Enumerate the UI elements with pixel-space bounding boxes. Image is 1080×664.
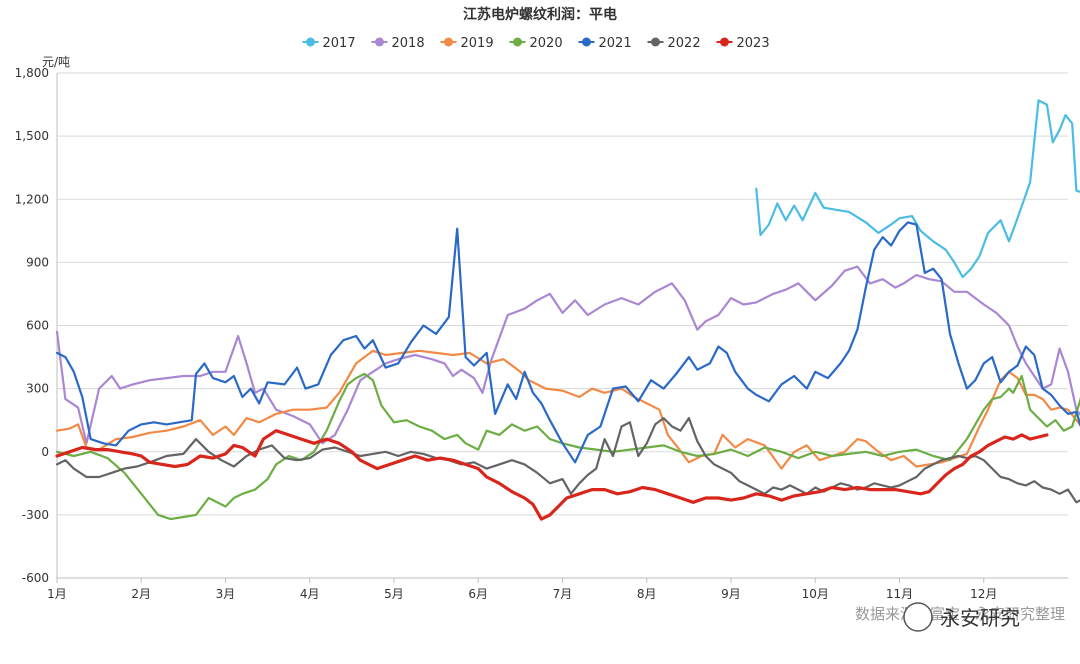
legend-marker [306, 37, 315, 47]
chart-title: 江苏电炉螺纹利润：平电 [463, 6, 617, 23]
legend-label: 2018 [392, 36, 425, 51]
x-tick-label: 3月 [216, 587, 236, 601]
x-tick-label: 4月 [300, 587, 320, 601]
series-line-2018 [55, 265, 1080, 445]
x-tick-label: 1月 [47, 587, 67, 601]
legend-marker [375, 37, 384, 47]
legend-item-2017[interactable]: 2017 [302, 36, 356, 51]
legend-label: 2023 [737, 36, 770, 51]
legend-item-2023[interactable]: 2023 [716, 36, 770, 51]
brand-watermark: 永安研究 [940, 606, 1020, 630]
x-tick-label: 8月 [637, 587, 657, 601]
series-line-2020 [55, 372, 1080, 521]
x-tick-label: 6月 [468, 587, 488, 601]
x-tick-label: 2月 [131, 587, 151, 601]
legend-marker [720, 37, 729, 47]
y-axis-unit: 元/吨 [42, 55, 70, 69]
legend-label: 2021 [599, 36, 632, 51]
legend-label: 2019 [461, 36, 494, 51]
x-axis: 1月 2月 3月 4月 5月 6月 7月 8月 9月 10月 11月 12月 [47, 577, 1068, 601]
legend-marker [513, 37, 522, 47]
x-tick-label: 12月 [970, 587, 997, 601]
wechat-icon [903, 602, 933, 632]
y-tick-label: -600 [22, 571, 49, 585]
y-tick-label: 1,800 [15, 66, 49, 80]
y-tick-label: 1,500 [15, 129, 49, 143]
y-tick-label: 0 [41, 445, 49, 459]
x-tick-label: 7月 [553, 587, 573, 601]
grid [56, 72, 1068, 579]
legend-item-2019[interactable]: 2019 [440, 36, 494, 51]
y-tick-label: 1,200 [15, 192, 49, 206]
legend-item-2018[interactable]: 2018 [371, 36, 425, 51]
legend-label: 2022 [668, 36, 701, 51]
legend-marker [582, 37, 591, 47]
x-tick-label: 10月 [802, 587, 829, 601]
y-tick-label: 300 [26, 382, 49, 396]
plot-area [55, 99, 1080, 521]
legend-marker [651, 37, 660, 47]
y-tick-label: -300 [22, 508, 49, 522]
series-line-2021 [55, 221, 1080, 464]
x-tick-label: 9月 [721, 587, 741, 601]
legend-label: 2020 [530, 36, 563, 51]
y-axis: -600 -300 0 300 600 900 1,200 1,500 1,800 [15, 66, 49, 585]
series-line-2023 [55, 429, 1049, 521]
watermark: 数据来源：富宝，永安研究整理 永安研究 [855, 602, 1065, 632]
legend-item-2022[interactable]: 2022 [647, 36, 701, 51]
series-line-2022 [55, 417, 1080, 504]
legend: 2017 2018 2019 2020 2021 2022 2023 [302, 36, 770, 51]
legend-item-2020[interactable]: 2020 [509, 36, 563, 51]
y-tick-label: 900 [26, 255, 49, 269]
legend-item-2021[interactable]: 2021 [578, 36, 632, 51]
x-tick-label: 5月 [384, 587, 404, 601]
x-tick-label: 11月 [886, 587, 913, 601]
legend-label: 2017 [323, 36, 356, 51]
series-line-2017 [755, 99, 1080, 279]
y-tick-label: 600 [26, 319, 49, 333]
legend-marker [444, 37, 453, 47]
